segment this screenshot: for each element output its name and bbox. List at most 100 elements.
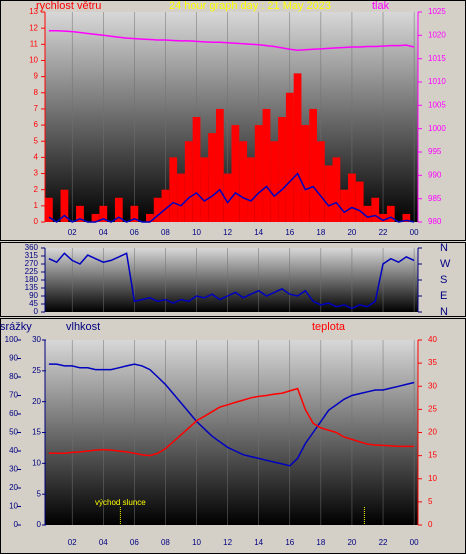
y-tick-label: 50 <box>9 428 18 437</box>
y-tick-label: 7 <box>34 104 39 113</box>
y-tick-label: 13 <box>29 7 38 16</box>
x-tick-label: 14 <box>254 538 263 547</box>
bar <box>301 125 310 222</box>
line <box>48 29 415 52</box>
y-tick-label: 360 <box>25 243 39 252</box>
bar <box>184 141 193 222</box>
y2-tick-label: E <box>440 290 447 302</box>
y2-tick-label: S <box>440 274 447 286</box>
y-tick-label: 225 <box>25 267 39 276</box>
bar <box>208 133 216 222</box>
y2-tick-label: W <box>440 258 451 270</box>
y3-tick-label: 20 <box>32 397 41 406</box>
x-tick-label: 04 <box>99 538 108 547</box>
y2-tick-label: N <box>440 242 448 254</box>
bar <box>371 197 380 222</box>
plot-background <box>45 248 418 312</box>
x-tick-label: 00 <box>410 538 419 547</box>
y-tick-label: 9 <box>34 72 39 81</box>
y-tick-label: 315 <box>25 251 39 260</box>
bar <box>161 189 170 222</box>
bar <box>324 165 333 222</box>
y-tick-label: 135 <box>25 283 39 292</box>
bar <box>177 173 185 222</box>
bar <box>379 213 387 222</box>
y-tick-label: 12 <box>29 23 38 32</box>
x-tick-label: 16 <box>285 538 294 547</box>
y-tick-label: 30 <box>9 465 18 474</box>
line <box>48 252 415 310</box>
line <box>48 172 415 223</box>
plot-background <box>45 340 418 525</box>
y3-tick-label: 5 <box>37 489 42 498</box>
y2-tick-label: 20 <box>428 428 437 437</box>
bar <box>332 157 341 222</box>
y-tick-label: 90 <box>9 354 18 363</box>
y2-tick-label: N <box>440 306 448 318</box>
y-label: rychlost větru <box>36 0 101 12</box>
x-tick-label: 02 <box>68 228 77 237</box>
y-tick-label: 5 <box>34 136 39 145</box>
y2-tick-label: 30 <box>428 381 437 390</box>
x-tick-label: 18 <box>316 228 325 237</box>
x-tick-label: 22 <box>379 538 388 547</box>
bar <box>239 141 248 222</box>
x-tick-label: 02 <box>68 538 77 547</box>
x-tick-label: 20 <box>347 228 356 237</box>
y-label: vlhkost <box>66 321 100 333</box>
bar <box>278 117 286 222</box>
y-tick-label: 1 <box>34 201 39 210</box>
y-tick-label: 4 <box>34 152 39 161</box>
bar <box>340 189 349 222</box>
bar <box>363 205 372 222</box>
y-tick-label: 70 <box>9 391 18 400</box>
y2-tick-label: 995 <box>428 147 442 156</box>
y3-label: srážky <box>0 321 32 333</box>
y2-label: tlak <box>372 0 390 12</box>
bar <box>76 205 84 222</box>
y2-tick-label: 40 <box>428 335 437 344</box>
bar <box>231 125 240 222</box>
bar <box>293 73 302 222</box>
y-tick-label: 3 <box>34 169 39 178</box>
annotation: východ slunce <box>95 498 146 507</box>
line <box>48 387 415 457</box>
y-tick-label: 270 <box>25 259 39 268</box>
bar <box>402 213 411 222</box>
bar <box>114 197 123 222</box>
y-tick-label: 0 <box>14 520 19 529</box>
line <box>48 363 415 467</box>
y2-tick-label: 1025 <box>428 7 446 16</box>
y2-tick-label: 1000 <box>428 124 446 133</box>
x-tick-label: 16 <box>285 228 294 237</box>
x-tick-label: 14 <box>254 228 263 237</box>
bar <box>99 205 108 222</box>
bar <box>285 92 294 223</box>
y2-tick-label: 25 <box>428 404 437 413</box>
bar <box>223 173 232 222</box>
y-tick-label: 10 <box>9 502 18 511</box>
y2-tick-label: 35 <box>428 358 437 367</box>
x-tick-label: 08 <box>161 228 170 237</box>
y2-tick-label: 1005 <box>428 100 446 109</box>
x-tick-label: 10 <box>192 538 201 547</box>
x-tick-label: 00 <box>410 228 419 237</box>
y2-label: teplota <box>312 321 346 333</box>
y-tick-label: 0 <box>34 217 39 226</box>
y-tick-label: 60 <box>9 409 18 418</box>
y2-tick-label: 1010 <box>428 77 446 86</box>
bar <box>45 197 53 222</box>
y2-tick-label: 10 <box>428 474 437 483</box>
y2-tick-label: 0 <box>428 520 433 529</box>
y-tick-label: 40 <box>9 446 18 455</box>
x-tick-label: 04 <box>99 228 108 237</box>
y-tick-label: 20 <box>9 483 18 492</box>
y-tick-label: 6 <box>34 120 39 129</box>
bar <box>355 181 364 222</box>
bar <box>91 213 100 222</box>
y-tick-label: 100 <box>5 335 19 344</box>
bar <box>200 157 209 222</box>
bar <box>270 141 279 222</box>
y3-tick-label: 15 <box>32 428 41 437</box>
